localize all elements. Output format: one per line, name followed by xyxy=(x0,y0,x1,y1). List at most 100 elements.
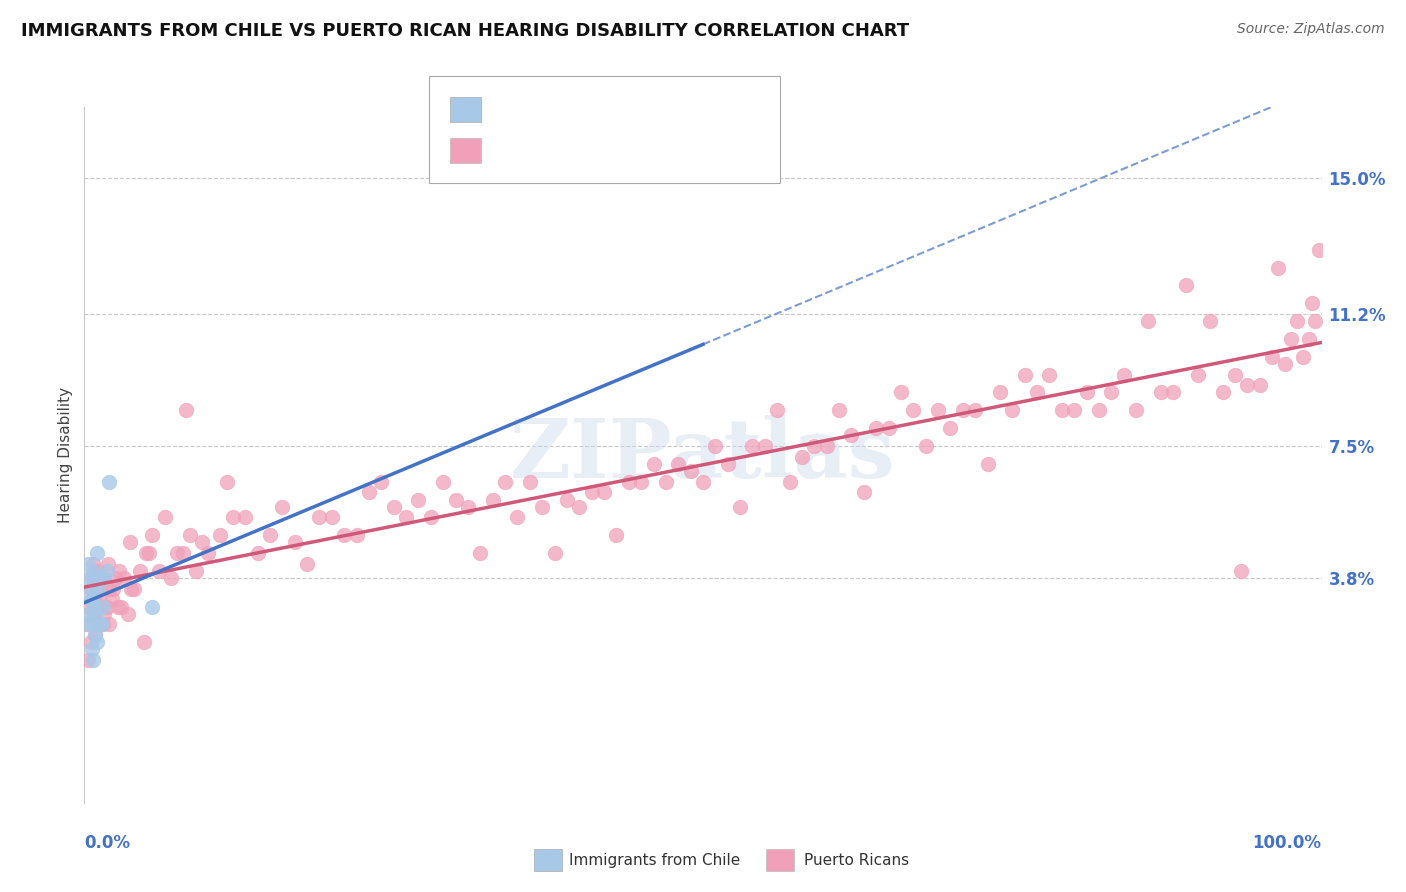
Point xyxy=(79,592,101,607)
Point xyxy=(346,528,368,542)
Point xyxy=(1112,368,1135,382)
Point xyxy=(666,457,689,471)
Point xyxy=(101,582,124,596)
Point xyxy=(89,571,111,585)
Point xyxy=(803,439,825,453)
Point xyxy=(519,475,541,489)
Point xyxy=(531,500,554,514)
Point xyxy=(86,546,108,560)
Point xyxy=(321,510,343,524)
Point xyxy=(271,500,294,514)
Point xyxy=(197,546,219,560)
Point xyxy=(506,510,529,524)
Point xyxy=(1001,403,1024,417)
Point xyxy=(370,475,392,489)
Point xyxy=(97,557,120,571)
Point xyxy=(90,617,112,632)
Point xyxy=(1026,385,1049,400)
Point xyxy=(1014,368,1036,382)
Point xyxy=(382,500,405,514)
Point xyxy=(89,571,111,585)
Point xyxy=(865,421,887,435)
Point xyxy=(80,571,103,585)
Point xyxy=(1063,403,1085,417)
Point xyxy=(1088,403,1111,417)
Point xyxy=(160,571,183,585)
Point xyxy=(1267,260,1289,275)
Point xyxy=(593,485,616,500)
Y-axis label: Hearing Disability: Hearing Disability xyxy=(58,387,73,523)
Point xyxy=(679,464,702,478)
Text: R = 0.066: R = 0.066 xyxy=(489,101,588,119)
Point xyxy=(148,564,170,578)
Point xyxy=(1305,314,1327,328)
Point xyxy=(89,617,111,632)
Point xyxy=(1212,385,1234,400)
Point xyxy=(1161,385,1184,400)
Point xyxy=(1285,314,1308,328)
Point xyxy=(828,403,851,417)
Point xyxy=(209,528,232,542)
Text: Source: ZipAtlas.com: Source: ZipAtlas.com xyxy=(1237,22,1385,37)
Text: Puerto Ricans: Puerto Ricans xyxy=(804,854,910,868)
Point xyxy=(91,571,114,585)
Point xyxy=(655,475,678,489)
Point xyxy=(704,439,727,453)
Point xyxy=(1292,350,1315,364)
Point xyxy=(903,403,925,417)
Point xyxy=(692,475,714,489)
Point xyxy=(1199,314,1222,328)
Point xyxy=(82,564,104,578)
Point xyxy=(432,475,454,489)
Point xyxy=(93,571,115,585)
Point xyxy=(77,607,100,621)
Point xyxy=(976,457,998,471)
Point xyxy=(766,403,789,417)
Point xyxy=(605,528,627,542)
Text: Immigrants from Chile: Immigrants from Chile xyxy=(569,854,741,868)
Point xyxy=(83,592,105,607)
Point xyxy=(91,599,114,614)
Point xyxy=(89,592,111,607)
Point xyxy=(93,607,115,621)
Point xyxy=(1076,385,1098,400)
Point xyxy=(82,607,104,621)
Point xyxy=(555,492,578,507)
Point xyxy=(122,582,145,596)
Point xyxy=(104,571,127,585)
Point xyxy=(284,535,307,549)
Text: R = 0.440: R = 0.440 xyxy=(489,142,588,160)
Point xyxy=(630,475,652,489)
Point xyxy=(1236,378,1258,392)
Point xyxy=(76,617,98,632)
Point xyxy=(108,564,131,578)
Point xyxy=(1274,357,1296,371)
Point xyxy=(1125,403,1147,417)
Point xyxy=(80,592,103,607)
Point xyxy=(779,475,801,489)
Point xyxy=(96,564,118,578)
Point xyxy=(110,599,132,614)
Point xyxy=(215,475,238,489)
Point xyxy=(568,500,591,514)
Point xyxy=(728,500,751,514)
Point xyxy=(1230,564,1253,578)
Point xyxy=(815,439,838,453)
Point xyxy=(233,510,256,524)
Point xyxy=(246,546,269,560)
Point xyxy=(129,564,152,578)
Point xyxy=(112,571,135,585)
Text: IMMIGRANTS FROM CHILE VS PUERTO RICAN HEARING DISABILITY CORRELATION CHART: IMMIGRANTS FROM CHILE VS PUERTO RICAN HE… xyxy=(21,22,910,40)
Point xyxy=(141,528,163,542)
Point xyxy=(77,653,100,667)
Point xyxy=(494,475,516,489)
Point xyxy=(79,582,101,596)
Point xyxy=(1308,243,1330,257)
Text: N = 138: N = 138 xyxy=(654,142,734,160)
Point xyxy=(191,535,214,549)
Point xyxy=(79,635,101,649)
Point xyxy=(890,385,912,400)
Point xyxy=(852,485,875,500)
Point xyxy=(96,599,118,614)
Point xyxy=(965,403,987,417)
